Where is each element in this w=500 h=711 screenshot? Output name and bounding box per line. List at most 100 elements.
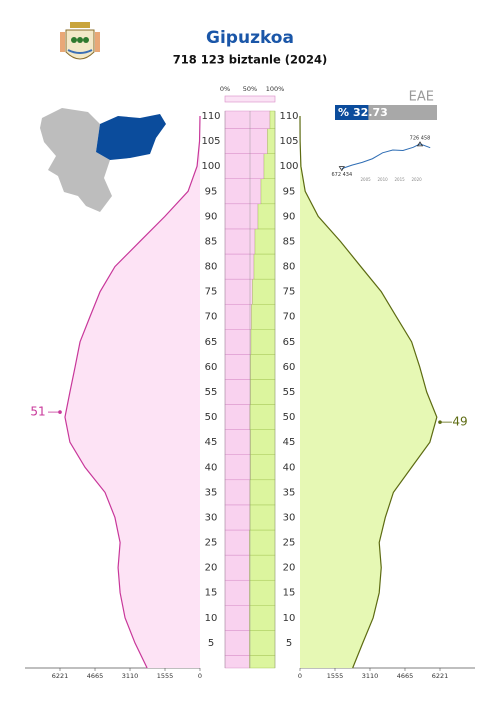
age-label: 35 — [283, 487, 296, 498]
age-label: 85 — [283, 236, 296, 247]
population-area — [300, 116, 437, 669]
age-label: 40 — [283, 462, 296, 473]
share-bar — [250, 429, 276, 455]
x-tick-label: 4665 — [87, 672, 104, 680]
share-bar — [249, 579, 276, 606]
age-label: 55 — [205, 387, 218, 398]
share-bar — [249, 605, 276, 631]
age-label: 75 — [283, 287, 296, 298]
share-bar — [249, 404, 276, 430]
share-bar — [249, 554, 276, 581]
share-bar — [224, 529, 250, 556]
trend-x-tick-label: 2010 — [378, 177, 389, 182]
share-bar — [224, 278, 253, 305]
age-label: 100 — [201, 161, 220, 172]
x-tick-label: 6221 — [52, 672, 69, 680]
share-bar — [224, 354, 251, 380]
share-bar — [224, 454, 251, 481]
age-label: 110 — [279, 111, 298, 122]
age-label: 110 — [201, 111, 220, 122]
share-bar — [224, 429, 251, 455]
age-label: 65 — [283, 337, 296, 348]
trend-line — [341, 143, 431, 170]
share-bar — [224, 554, 250, 581]
share-bar — [224, 579, 250, 606]
peak-dot — [438, 420, 442, 424]
trend-value-label: 726 458 — [410, 135, 431, 141]
x-tick-label: 0 — [298, 672, 302, 680]
indicator-unit: % — [338, 106, 349, 119]
age-label: 5 — [208, 638, 214, 649]
share-bar — [249, 655, 276, 669]
peak-label: 49 — [452, 415, 467, 429]
population-line — [299, 116, 438, 669]
share-bar — [224, 630, 250, 656]
x-tick-label: 1555 — [327, 672, 344, 680]
eae-label: EAE — [409, 90, 434, 105]
age-label: 30 — [283, 512, 296, 523]
age-label: 90 — [205, 211, 218, 222]
age-label: 60 — [205, 362, 218, 373]
age-label: 90 — [283, 211, 296, 222]
age-label: 15 — [205, 588, 218, 599]
indicator-text: % 32.73 — [338, 106, 388, 119]
age-label: 50 — [283, 412, 296, 423]
age-label: 75 — [205, 287, 218, 298]
trend-x-tick-label: 2015 — [395, 177, 406, 182]
age-label: 5 — [286, 638, 292, 649]
age-label: 65 — [205, 337, 218, 348]
share-tick-label: 100% — [266, 85, 285, 93]
subtitle: 718 123 biztanle (2024) — [173, 53, 328, 67]
age-label: 35 — [205, 487, 218, 498]
share-bar — [249, 479, 276, 506]
share-bar — [224, 128, 268, 154]
age-label: 70 — [205, 312, 218, 323]
trend-marker — [416, 141, 424, 147]
share-bar — [224, 153, 265, 179]
share-bar — [224, 253, 255, 280]
share-legend-bar — [224, 95, 276, 103]
x-tick-label: 3110 — [122, 672, 139, 680]
trend-x-tick-label: 2020 — [412, 177, 423, 182]
share-bar — [250, 329, 276, 355]
share-bar — [249, 630, 276, 656]
share-bar — [224, 329, 252, 355]
indicator-value: 32.73 — [353, 106, 388, 119]
region-map — [40, 108, 166, 212]
age-label: 105 — [201, 136, 220, 147]
indicator-bar — [335, 105, 369, 120]
age-label: 60 — [283, 362, 296, 373]
x-tick-label: 6221 — [432, 672, 449, 680]
age-label: 10 — [283, 613, 296, 624]
age-label: 95 — [205, 186, 218, 197]
coat-of-arms — [60, 22, 100, 60]
x-tick-label: 1555 — [157, 672, 174, 680]
share-bar — [224, 203, 259, 230]
age-label: 45 — [283, 437, 296, 448]
share-bar — [253, 253, 276, 280]
share-bar — [250, 379, 276, 405]
trend-value-label: 672 434 — [331, 172, 352, 178]
age-label: 30 — [205, 512, 218, 523]
share-bar — [249, 529, 276, 556]
share-bar — [269, 110, 276, 129]
share-tick-label: 0% — [220, 85, 230, 93]
share-bar — [224, 404, 251, 430]
population-area — [64, 116, 200, 669]
age-label: 20 — [205, 563, 218, 574]
share-bar — [250, 454, 276, 481]
title: Gipuzkoa — [206, 28, 294, 48]
share-bar — [224, 504, 251, 531]
share-bar — [254, 228, 276, 255]
share-bar — [252, 278, 276, 305]
share-bar — [251, 303, 276, 330]
x-tick-label: 3110 — [362, 672, 379, 680]
peak-dot — [58, 410, 62, 414]
share-bar — [263, 153, 276, 179]
age-label: 70 — [283, 312, 296, 323]
share-bar — [250, 354, 276, 380]
share-bar — [249, 504, 276, 531]
age-label: 15 — [283, 588, 296, 599]
